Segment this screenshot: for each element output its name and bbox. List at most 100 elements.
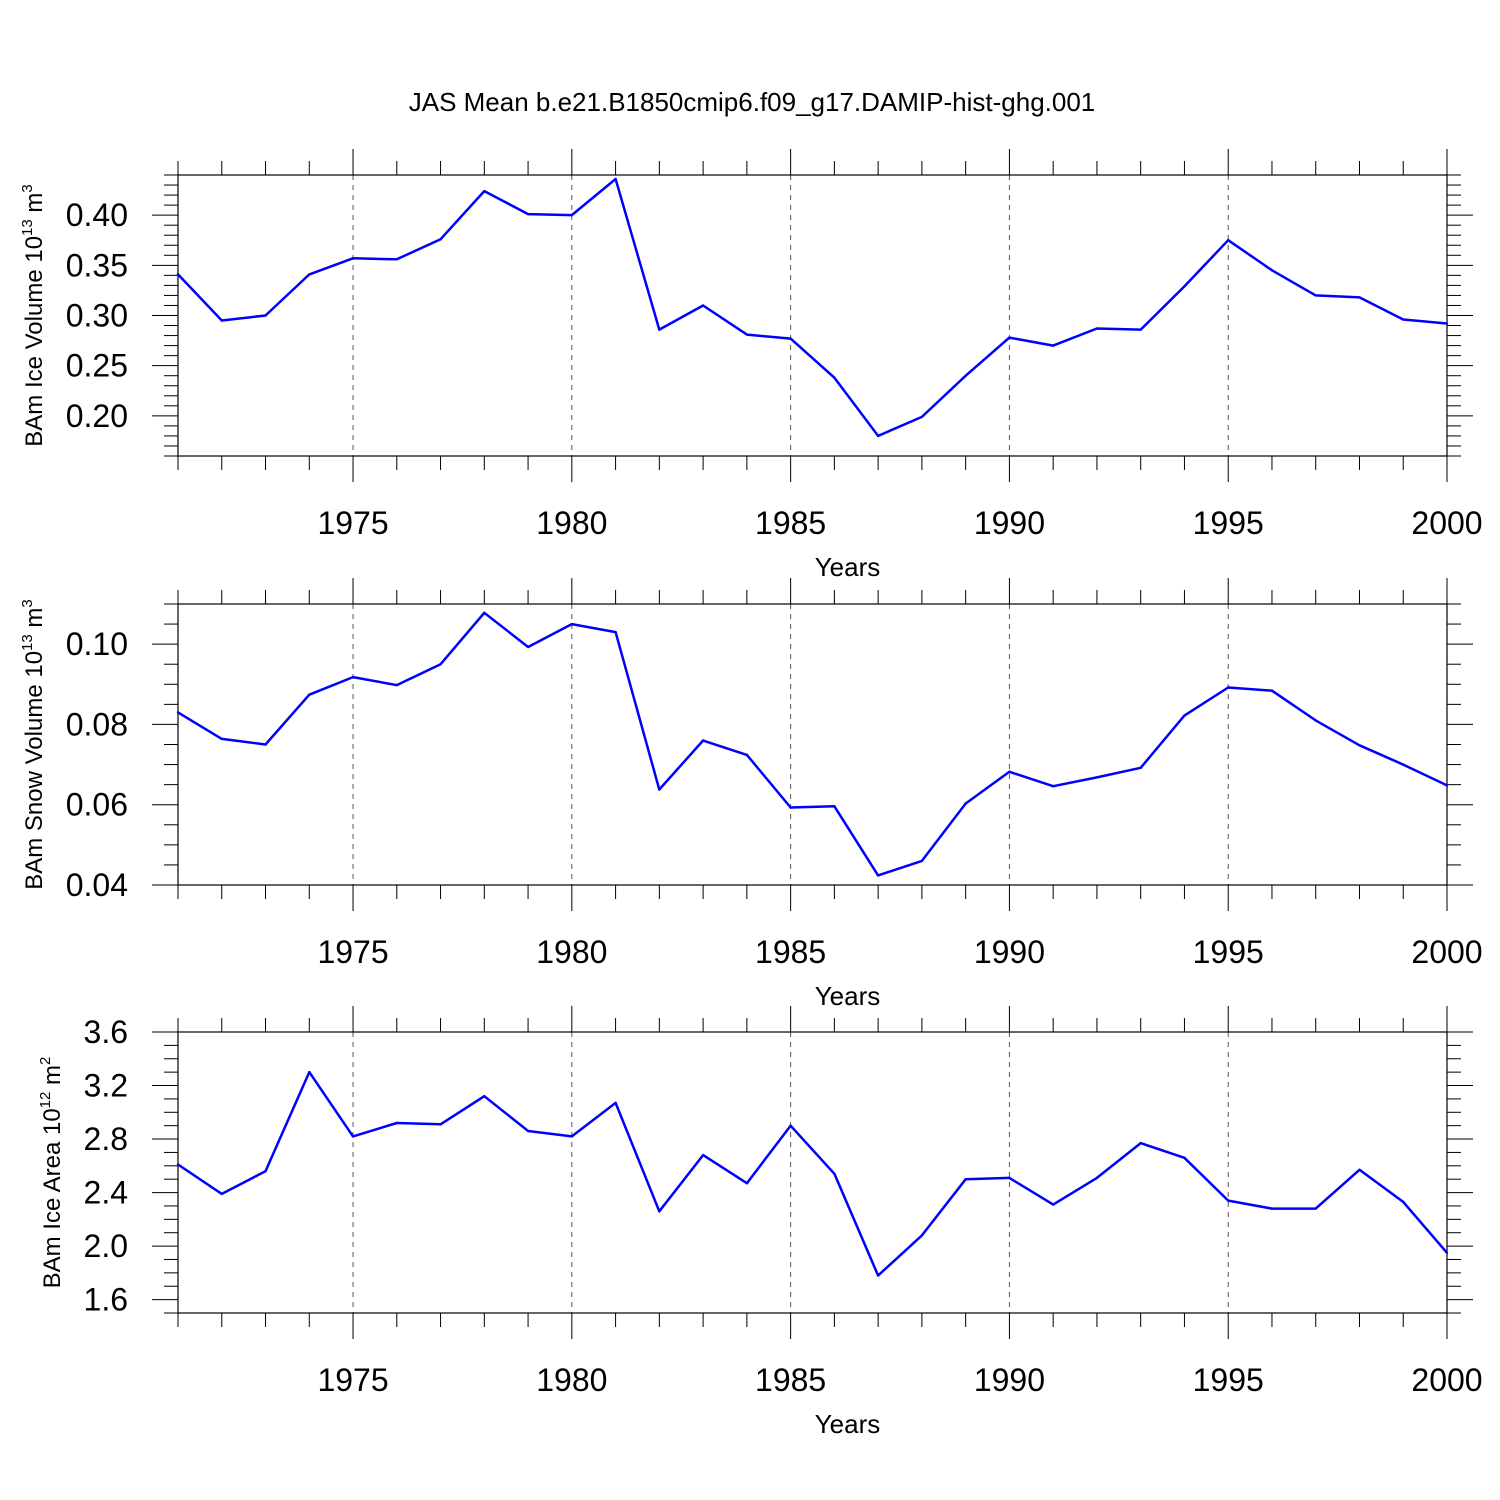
- y-axis-label-part: m: [21, 193, 48, 220]
- data-point: [1139, 328, 1142, 331]
- y-tick-label: 2.0: [84, 1228, 128, 1264]
- x-tick-label: 2000: [1411, 1362, 1482, 1398]
- x-tick-label: 1990: [974, 934, 1045, 970]
- data-point: [1402, 763, 1405, 766]
- data-point: [1008, 770, 1011, 773]
- data-point: [658, 788, 661, 791]
- x-tick-label: 1985: [755, 1362, 826, 1398]
- x-tick-label: 1995: [1193, 934, 1264, 970]
- data-point: [920, 1234, 924, 1237]
- data-point: [1051, 344, 1055, 347]
- data-point: [964, 1177, 967, 1181]
- x-axis-label: Years: [815, 552, 881, 582]
- data-point: [483, 1095, 486, 1098]
- data-point: [789, 806, 792, 809]
- data-point: [964, 374, 967, 377]
- y-tick-label: 0.30: [66, 298, 128, 334]
- plot-frame: [177, 1031, 1448, 1314]
- data-point: [264, 743, 267, 746]
- data-point: [745, 333, 749, 336]
- data-point: [1445, 322, 1449, 325]
- data-point: [1402, 318, 1405, 321]
- data-point: [220, 1192, 223, 1196]
- data-point: [701, 1153, 705, 1157]
- data-point: [439, 1123, 442, 1126]
- data-point: [483, 189, 486, 193]
- data-point: [220, 737, 223, 741]
- data-point: [1095, 776, 1099, 779]
- data-point: [395, 258, 398, 261]
- data-point: [701, 304, 705, 307]
- y-axis-label-exponent: 13: [19, 634, 36, 651]
- data-point: [614, 630, 617, 634]
- x-tick-label: 1975: [317, 505, 388, 541]
- data-point: [483, 611, 486, 615]
- data-point: [570, 622, 574, 626]
- y-axis-label-part: BAm Snow Volume 10: [21, 651, 48, 890]
- panel-1: 0.20 0.25 0.30 0.35 0.40 1975 1980 1985 1990 1995…: [19, 149, 1483, 582]
- y-axis-label-exponent: 12: [37, 1092, 54, 1109]
- y-tick-label: 0.35: [66, 247, 128, 283]
- y-tick-label: 0.25: [66, 348, 128, 384]
- data-point: [876, 1274, 880, 1277]
- data-point: [1314, 1207, 1317, 1210]
- data-point: [1051, 1203, 1055, 1206]
- y-axis-label-part: BAm Ice Area 10: [39, 1108, 66, 1288]
- x-tick-label: 1990: [974, 1362, 1045, 1398]
- data-point: [220, 319, 223, 322]
- x-tick-label: 1985: [755, 934, 826, 970]
- data-point: [176, 273, 180, 276]
- y-axis-label-part: m: [39, 1065, 66, 1092]
- data-point: [1270, 689, 1274, 692]
- x-tick-label: 1975: [317, 934, 388, 970]
- data-point: [614, 1101, 617, 1105]
- x-axis-label: Years: [815, 1409, 881, 1439]
- data-point: [308, 1070, 311, 1074]
- x-tick-label: 1995: [1193, 505, 1264, 541]
- y-axis-label-part: m: [21, 608, 48, 635]
- data-point: [308, 273, 311, 276]
- data-point: [526, 645, 530, 649]
- data-point: [658, 328, 661, 331]
- data-point: [1183, 285, 1186, 288]
- y-tick-label: 0.06: [66, 787, 128, 823]
- y-tick-label: 0.08: [66, 706, 128, 742]
- data-point: [176, 711, 180, 714]
- y-axis-label-exponent: 3: [19, 599, 36, 607]
- data-point: [614, 177, 617, 181]
- y-tick-label: 3.2: [84, 1068, 128, 1104]
- data-point: [658, 1210, 661, 1213]
- y-tick-label: 0.10: [66, 626, 128, 662]
- data-point: [351, 1135, 355, 1138]
- data-point: [1445, 784, 1449, 787]
- y-axis-label-part: BAm Ice Volume 10: [21, 236, 48, 447]
- y-axis-label-exponent: 3: [19, 184, 36, 192]
- x-tick-label: 1995: [1193, 1362, 1264, 1398]
- data-point: [1314, 294, 1317, 297]
- x-tick-label: 2000: [1411, 934, 1482, 970]
- y-tick-label: 3.6: [84, 1014, 128, 1050]
- data-point: [526, 1129, 530, 1133]
- data-point: [1445, 1251, 1449, 1254]
- panel-2: 0.04 0.06 0.08 0.10 1975 1980 1985 1990 1995 2000…: [19, 578, 1483, 1011]
- data-point: [439, 238, 442, 241]
- data-point: [439, 663, 442, 666]
- data-point: [1095, 327, 1099, 330]
- panel-3: 1.6 2.0 2.4 2.8 3.2 3.6 1975 1980 1985 1990 1995 20…: [37, 1006, 1483, 1439]
- data-point: [1139, 1141, 1142, 1145]
- y-tick-label: 0.20: [66, 398, 128, 434]
- data-point: [964, 802, 967, 805]
- data-point: [1402, 1200, 1405, 1204]
- data-point: [1358, 296, 1361, 299]
- data-point: [745, 1182, 749, 1185]
- data-point: [1139, 766, 1142, 769]
- data-point: [1270, 269, 1274, 272]
- data-point: [745, 753, 749, 757]
- x-tick-label: 2000: [1411, 505, 1482, 541]
- data-point: [351, 257, 355, 260]
- x-axis-label: Years: [815, 981, 881, 1011]
- data-point: [1314, 719, 1317, 722]
- data-point: [1008, 1176, 1011, 1180]
- data-point: [789, 337, 792, 340]
- data-point: [1227, 239, 1230, 242]
